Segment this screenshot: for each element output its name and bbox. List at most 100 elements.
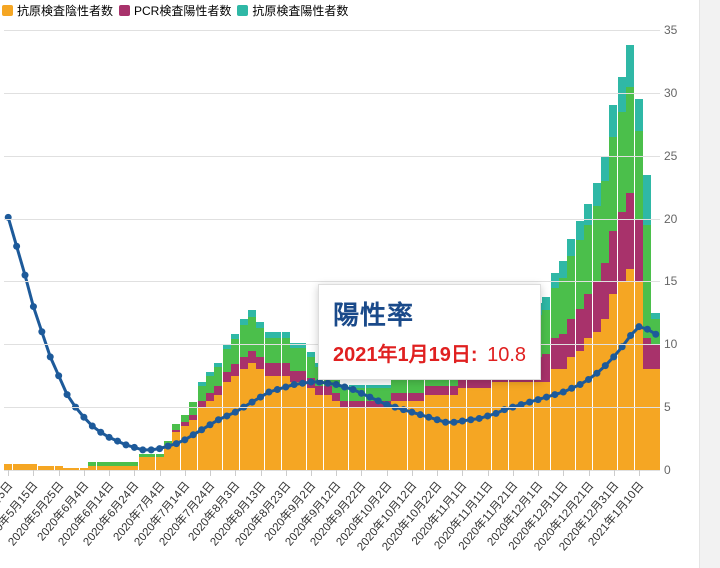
legend-item[interactable]: 抗原検査陰性者数 [2, 2, 113, 19]
bar-segment [366, 388, 374, 401]
bar[interactable] [332, 373, 340, 470]
bar[interactable] [156, 454, 164, 470]
bar-segment [601, 181, 609, 263]
bar-segment [231, 339, 239, 364]
bar[interactable] [366, 385, 374, 470]
x-tick-mark [160, 470, 161, 476]
bar[interactable] [609, 105, 617, 470]
bar[interactable] [198, 382, 206, 470]
bar[interactable] [147, 454, 155, 470]
bar-segment [391, 401, 399, 470]
bar[interactable] [559, 261, 567, 470]
chart-plot-area[interactable]: 05101520253035 [4, 30, 660, 471]
legend-item[interactable]: 抗原検査陽性者数 [237, 2, 348, 19]
bar-segment [298, 371, 306, 382]
bar[interactable] [214, 363, 222, 470]
bar-segment [357, 407, 365, 470]
bar[interactable] [265, 332, 273, 470]
bar-segment [282, 338, 290, 363]
bar[interactable] [408, 373, 416, 470]
bar[interactable] [593, 183, 601, 470]
bar[interactable] [248, 310, 256, 470]
bar-segment [609, 231, 617, 294]
bar-segment [651, 369, 659, 470]
bar[interactable] [273, 332, 281, 470]
bar-segment [601, 319, 609, 470]
bar-segment [399, 393, 407, 401]
bar-segment [593, 332, 601, 470]
bar-segment [643, 369, 651, 470]
x-tick-mark [8, 470, 9, 476]
bar-segment [231, 376, 239, 470]
bar[interactable] [374, 385, 382, 470]
bar-segment [315, 395, 323, 470]
bar-segment [324, 386, 332, 395]
bar-segment [332, 401, 340, 470]
bar-segment [635, 281, 643, 470]
bar-segment [382, 407, 390, 470]
bar[interactable] [382, 385, 390, 470]
bar[interactable] [164, 441, 172, 470]
tooltip-date: 2021年1月19日: [333, 344, 478, 366]
bar-segment [307, 357, 315, 378]
bar[interactable] [399, 374, 407, 470]
legend-item[interactable]: PCR検査陽性者数 [119, 2, 231, 19]
bar[interactable] [391, 374, 399, 470]
bar[interactable] [139, 454, 147, 470]
bar[interactable] [97, 462, 105, 470]
legend-label: 抗原検査陽性者数 [252, 2, 348, 19]
bar-segment [593, 206, 601, 281]
x-tick-mark [311, 470, 312, 476]
bar[interactable] [189, 402, 197, 470]
bar-segment [248, 351, 256, 364]
bar[interactable] [584, 204, 592, 471]
bar[interactable] [651, 313, 659, 470]
bar[interactable] [601, 156, 609, 470]
bar-segment [391, 393, 399, 401]
bar-segment [172, 432, 180, 470]
y2-tick-label: 0 [664, 463, 692, 477]
bar[interactable] [181, 415, 189, 470]
bar[interactable] [88, 462, 96, 470]
y2-tick-label: 25 [664, 149, 692, 163]
bar[interactable] [357, 385, 365, 470]
bar-segment [626, 193, 634, 268]
bar[interactable] [172, 424, 180, 470]
bar[interactable] [206, 372, 214, 470]
bar-segment [206, 401, 214, 470]
x-axis: 2020年5月5日2020年5月15日2020年5月25日2020年6月4日20… [4, 470, 660, 564]
bar-segment [181, 426, 189, 470]
bar[interactable] [113, 462, 121, 470]
bar-segment [517, 382, 525, 470]
bar[interactable] [105, 462, 113, 470]
bar[interactable] [240, 319, 248, 470]
x-tick-mark [387, 470, 388, 476]
bar[interactable] [122, 462, 130, 470]
bar-segment [635, 131, 643, 219]
bar[interactable] [340, 385, 348, 470]
bar[interactable] [307, 352, 315, 470]
bar[interactable] [567, 239, 575, 470]
bar-segment [618, 77, 626, 112]
bar[interactable] [349, 385, 357, 470]
bar[interactable] [551, 273, 559, 470]
bar-segment [307, 378, 315, 388]
bar-segment [248, 363, 256, 470]
bar[interactable] [618, 77, 626, 470]
bar[interactable] [576, 221, 584, 470]
bar-segment [651, 344, 659, 369]
bar-segment [458, 388, 466, 470]
bar-segment [164, 445, 172, 470]
bar-segment [425, 386, 433, 395]
bar-segment [408, 393, 416, 401]
bar[interactable] [231, 334, 239, 470]
bar-segment [332, 393, 340, 401]
y2-tick-label: 30 [664, 86, 692, 100]
x-tick-mark [33, 470, 34, 476]
bar[interactable] [282, 332, 290, 470]
bar[interactable] [542, 297, 550, 470]
bar[interactable] [130, 462, 138, 470]
bar-segment [391, 378, 399, 393]
bar[interactable] [416, 373, 424, 470]
bar-segment [256, 328, 264, 357]
